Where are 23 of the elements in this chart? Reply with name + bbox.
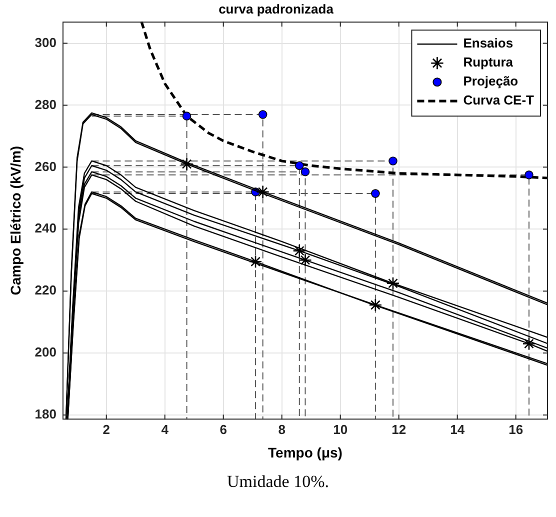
x-tick-label: 16 <box>508 422 524 437</box>
y-tick-label: 220 <box>34 282 56 298</box>
y-tick-label: 240 <box>34 220 56 236</box>
legend-label: Ruptura <box>463 54 514 70</box>
legend-label: Projeção <box>463 74 518 89</box>
x-tick-label: 12 <box>392 422 406 437</box>
y-tick-label: 200 <box>34 344 56 360</box>
x-tick-label: 10 <box>333 422 348 437</box>
x-tick-label: 8 <box>278 422 286 437</box>
legend-label: Ensaios <box>463 36 514 51</box>
text: Umidade 10%. <box>226 472 330 492</box>
x-axis-title: Tempo (μs) <box>268 444 342 460</box>
chart-title: curva padronizada <box>218 1 334 16</box>
y-axis-title: Campo Elétrico (kV/m) <box>7 146 24 296</box>
x-tick-label: 4 <box>161 422 170 437</box>
x-tick-label: 6 <box>220 422 227 437</box>
x-tick-label: 2 <box>102 422 110 437</box>
y-tick-label: 300 <box>34 34 56 50</box>
y-tick-label: 280 <box>34 96 56 112</box>
y-tick-label: 180 <box>34 406 56 422</box>
legend-label: Curva CE-T <box>463 92 534 108</box>
y-tick-label: 260 <box>34 158 56 174</box>
x-tick-label: 14 <box>450 422 466 437</box>
